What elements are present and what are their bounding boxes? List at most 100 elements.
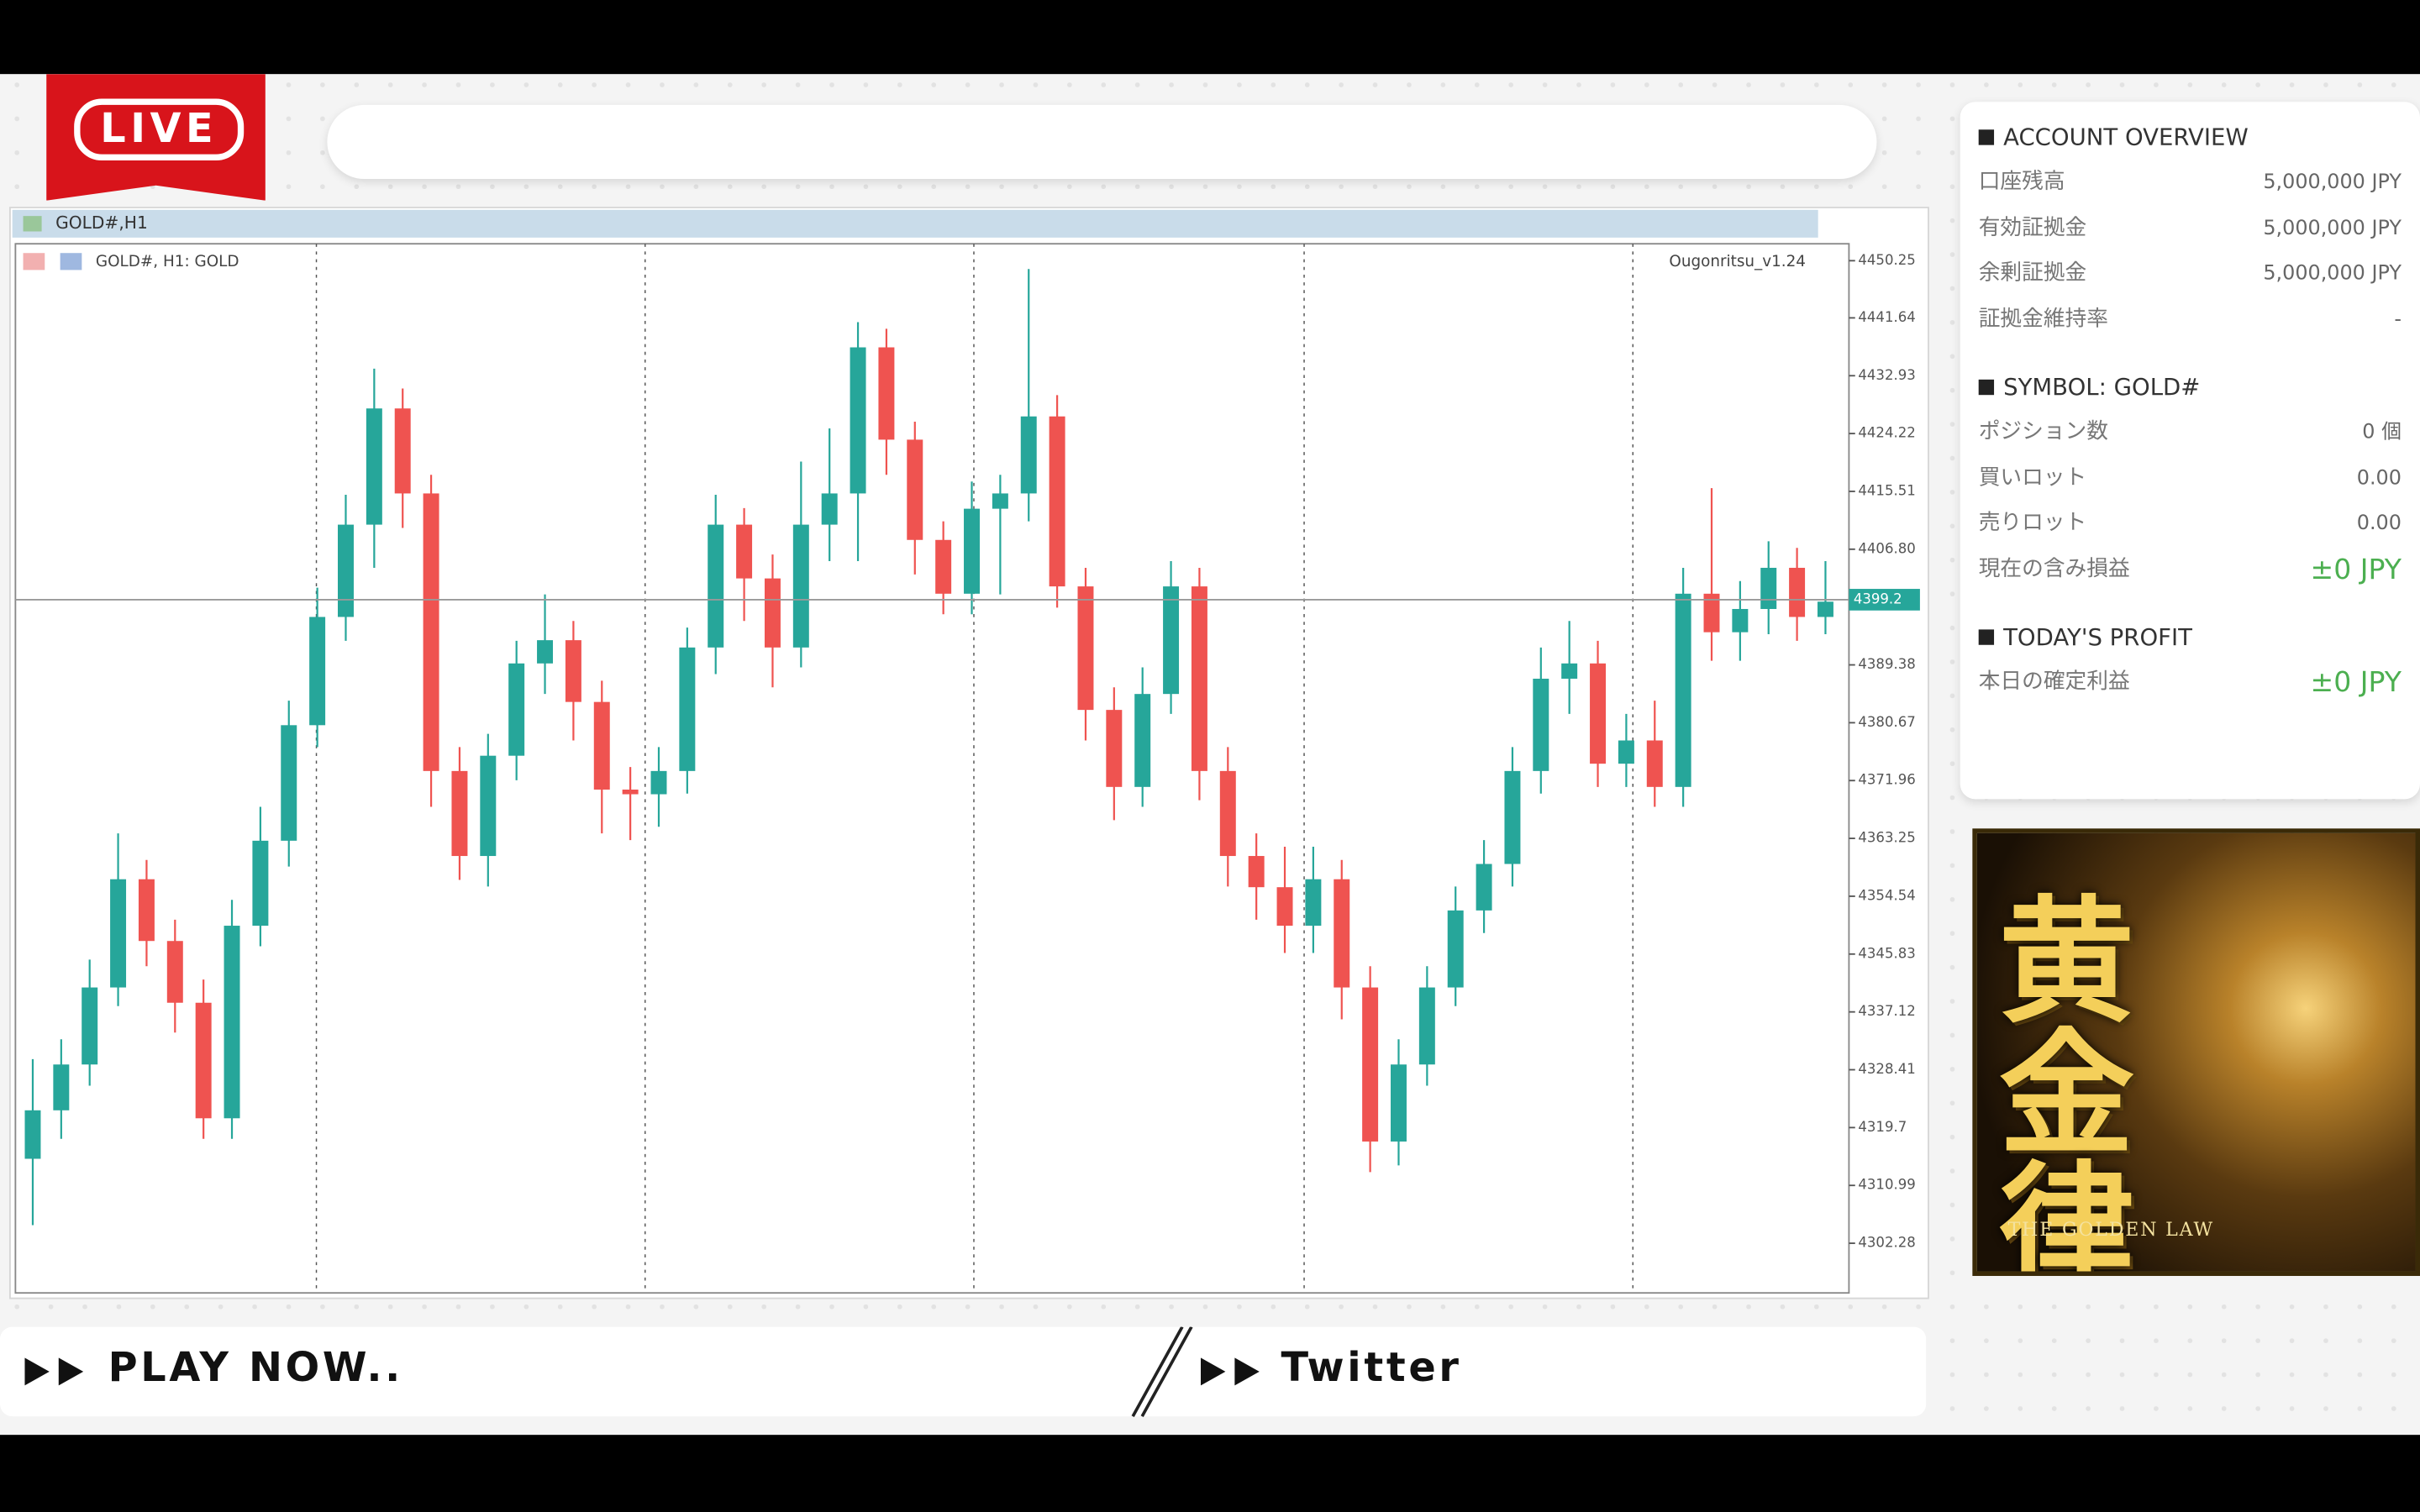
candle-body (423, 493, 439, 771)
y-tick-label: 4389.38 (1858, 656, 1915, 672)
candle-body (821, 493, 838, 525)
candle-body (679, 647, 696, 771)
row-value: - (2394, 307, 2402, 331)
section-title: TODAY'S PROFIT (1979, 614, 2420, 660)
candle-body (480, 755, 497, 857)
candle-body (1732, 608, 1749, 633)
candle-body (650, 770, 667, 795)
candle-body (224, 926, 240, 1119)
candle-body (1590, 663, 1607, 764)
row-label: 余剰証拠金 (1978, 260, 2087, 286)
candle-body (964, 508, 980, 594)
candle-body (1276, 887, 1293, 927)
row-value: 0.00 (2356, 466, 2402, 491)
candle-body (508, 663, 525, 756)
info-row: 買いロット 0.00 (1979, 456, 2402, 501)
candle-body (593, 701, 610, 790)
candle-body (1305, 879, 1322, 927)
y-tick-label: 4328.41 (1858, 1061, 1915, 1077)
candle-body (764, 578, 781, 648)
candle-body (53, 1064, 70, 1110)
row-value: 5,000,000 JPY (2263, 262, 2402, 286)
candle-body (736, 524, 753, 579)
banner: 黄金律 THE GOLDEN LAW (1972, 828, 2420, 1276)
row-label: 買いロット (1978, 465, 2087, 491)
candle-body (1049, 416, 1065, 587)
candle-body (338, 524, 354, 617)
tool-icon (60, 253, 82, 270)
candle-body (622, 789, 639, 795)
section-title: SYMBOL: GOLD# (1979, 364, 2420, 410)
info-row: 売りロット 0.00 (1979, 501, 2402, 547)
info-row: 余剰証拠金 5,000,000 JPY (1979, 251, 2402, 297)
info-row: 有効証拠金 5,000,000 JPY (1979, 206, 2402, 251)
candle-body (992, 493, 1008, 509)
candle-body (907, 439, 923, 540)
candle-body (138, 879, 155, 942)
candle-body (1760, 567, 1777, 609)
window-titlebar (12, 209, 1818, 238)
candle-body (1163, 586, 1180, 695)
row-label: ポジション数 (1978, 419, 2108, 444)
candle-body (110, 879, 127, 988)
candle-body (366, 408, 382, 525)
candle-body (1817, 601, 1833, 617)
candle-body (1533, 678, 1549, 771)
y-tick-label: 4310.99 (1858, 1177, 1915, 1193)
candle-body (878, 347, 895, 440)
banner-title: 黄金律 (1998, 880, 2135, 1276)
info-row: 本日の確定利益 ±0 JPY (1979, 660, 2402, 706)
banner-subtitle: THE GOLDEN LAW (2007, 1219, 2215, 1241)
candle-body (1191, 586, 1207, 771)
candle-body (1418, 987, 1435, 1065)
candle-body (1020, 416, 1037, 494)
section-title: ACCOUNT OVERVIEW (1979, 114, 2420, 160)
row-label: 売りロット (1978, 510, 2087, 536)
candle-body (935, 539, 952, 594)
candle-body (1134, 694, 1151, 787)
symbol-label: GOLD#, H1: GOLD (96, 253, 239, 270)
y-tick-label: 4354.54 (1858, 887, 1915, 903)
candle-body (166, 941, 183, 1003)
y-tick-label: 4432.93 (1858, 367, 1915, 383)
candle-body (1219, 770, 1236, 857)
current-price-label: 4399.2 (1854, 591, 1902, 606)
y-tick-label: 4380.67 (1858, 714, 1915, 730)
candle-body (195, 1002, 212, 1119)
row-value: ±0 JPY (2310, 553, 2402, 586)
twitter-text[interactable]: Twitter (1281, 1345, 1462, 1392)
candle-body (1334, 879, 1350, 988)
row-label: 口座残高 (1978, 170, 2065, 195)
row-value: ±0 JPY (2310, 666, 2402, 700)
row-value: 5,000,000 JPY (2263, 217, 2402, 240)
y-tick-label: 4441.64 (1858, 309, 1915, 325)
live-badge: LIVE (46, 74, 266, 201)
candle-body (1675, 593, 1691, 787)
indicator-label: Ougonritsu_v1.24 (1669, 253, 1806, 270)
y-tick-label: 4337.12 (1858, 1003, 1915, 1019)
candle-body (1447, 910, 1464, 988)
candle-body (537, 640, 554, 664)
chart: GOLD#,H1 GOLD#, H1: GOLD Ougonritsu_v1.2… (12, 209, 1920, 1294)
row-value: 5,000,000 JPY (2263, 171, 2402, 195)
candle-body (1618, 740, 1634, 764)
window-icon (23, 216, 42, 232)
y-tick-label: 4450.25 (1858, 252, 1915, 268)
y-tick-label: 4345.83 (1858, 945, 1915, 961)
candle-body (24, 1110, 41, 1159)
tool-icon (23, 253, 45, 270)
candle-body (1391, 1064, 1407, 1142)
y-tick-label: 4415.51 (1858, 482, 1915, 498)
y-tick-label: 4319.7 (1858, 1119, 1907, 1135)
candle-body (281, 725, 297, 841)
info-row: ポジション数 0 個 (1979, 411, 2402, 456)
live-text: LIVE (74, 98, 245, 161)
play-icon (24, 1357, 84, 1386)
candle-body (82, 987, 98, 1065)
bottom-bar (0, 1435, 2420, 1512)
divider (1131, 1326, 1193, 1418)
row-value: 0 個 (2362, 421, 2402, 444)
candle-body (792, 524, 809, 648)
candle-body (1789, 567, 1806, 617)
y-tick-label: 4406.80 (1858, 540, 1915, 556)
